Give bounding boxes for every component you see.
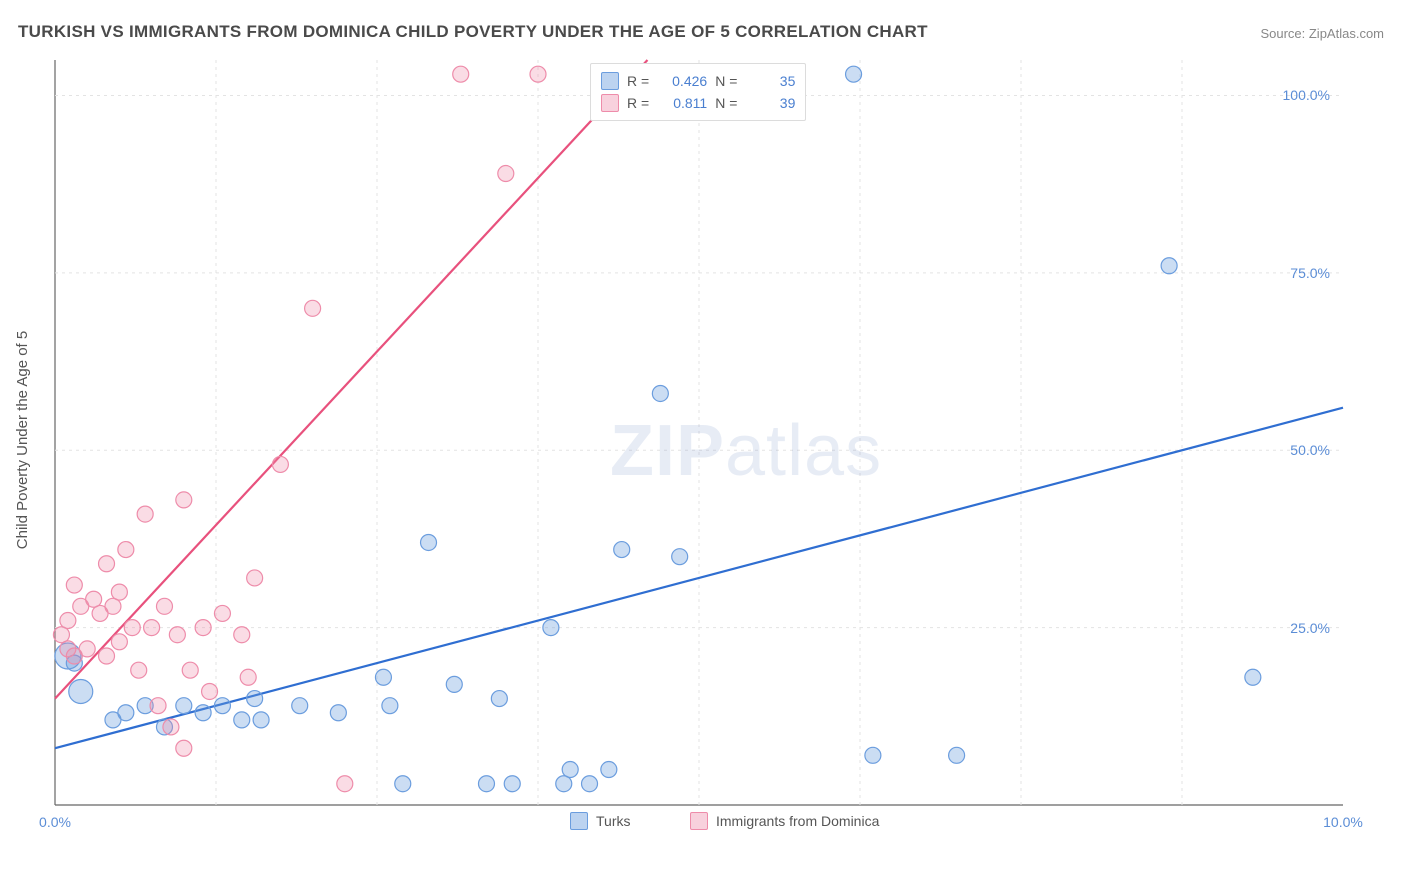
y-tick-label: 50.0% xyxy=(1290,442,1330,458)
n-label: N = xyxy=(715,92,737,114)
scatter-chart-svg xyxy=(50,55,1350,830)
correlation-stats-box: R = 0.426 N = 35 R = 0.811 N = 39 xyxy=(590,63,806,121)
legend-turks: Turks xyxy=(570,812,630,830)
chart-title: TURKISH VS IMMIGRANTS FROM DOMINICA CHIL… xyxy=(18,22,928,42)
y-tick-label: 75.0% xyxy=(1290,265,1330,281)
y-axis-label: Child Poverty Under the Age of 5 xyxy=(14,331,31,549)
r-value-dominica: 0.811 xyxy=(657,92,707,114)
y-tick-label: 100.0% xyxy=(1283,87,1330,103)
source-attribution: Source: ZipAtlas.com xyxy=(1260,26,1384,41)
swatch-turks xyxy=(601,72,619,90)
legend-label-dominica: Immigrants from Dominica xyxy=(716,813,879,829)
r-value-turks: 0.426 xyxy=(657,70,707,92)
r-label: R = xyxy=(627,92,649,114)
y-tick-label: 25.0% xyxy=(1290,620,1330,636)
stats-row-turks: R = 0.426 N = 35 xyxy=(601,70,795,92)
legend-dominica: Immigrants from Dominica xyxy=(690,812,879,830)
legend-swatch-turks xyxy=(570,812,588,830)
n-value-dominica: 39 xyxy=(745,92,795,114)
legend-swatch-dominica xyxy=(690,812,708,830)
x-tick-label: 10.0% xyxy=(1323,814,1363,830)
stats-row-dominica: R = 0.811 N = 39 xyxy=(601,92,795,114)
chart-area: ZIPatlas R = 0.426 N = 35 R = 0.811 N = … xyxy=(50,55,1350,830)
r-label: R = xyxy=(627,70,649,92)
legend-label-turks: Turks xyxy=(596,813,630,829)
n-label: N = xyxy=(715,70,737,92)
swatch-dominica xyxy=(601,94,619,112)
n-value-turks: 35 xyxy=(745,70,795,92)
x-tick-label: 0.0% xyxy=(39,814,71,830)
